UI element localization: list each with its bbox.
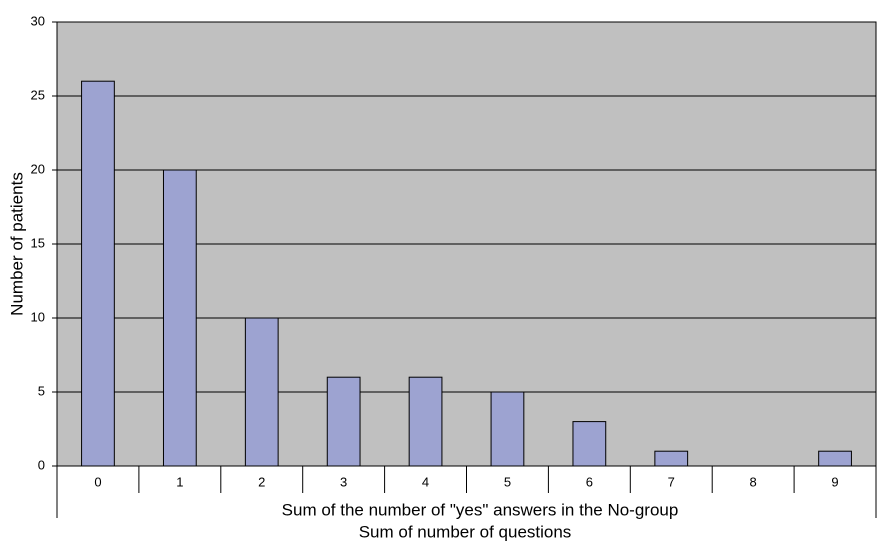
x-tick-label: 1 bbox=[176, 474, 183, 489]
y-tick-label: 20 bbox=[31, 161, 45, 176]
bar bbox=[654, 450, 689, 467]
x-axis-title: Sum of the number of "yes" answers in th… bbox=[282, 500, 679, 519]
bar bbox=[162, 169, 197, 467]
y-axis-title: Number of patients bbox=[7, 172, 26, 316]
x-tick-label: 6 bbox=[586, 474, 593, 489]
x-tick-label: 2 bbox=[258, 474, 265, 489]
y-tick-label: 25 bbox=[31, 87, 45, 102]
y-tick-label: 5 bbox=[38, 383, 45, 398]
bar bbox=[81, 80, 115, 467]
bar bbox=[572, 421, 607, 467]
bar bbox=[244, 317, 279, 467]
y-tick-label: 0 bbox=[38, 457, 45, 472]
x-tick-label: 0 bbox=[94, 474, 101, 489]
y-tick-label: 30 bbox=[31, 13, 45, 28]
x-tick-label: 4 bbox=[422, 474, 429, 489]
bar bbox=[326, 376, 361, 467]
y-tick-label: 15 bbox=[31, 235, 45, 250]
bar bbox=[818, 450, 852, 467]
x-tick-label: 5 bbox=[504, 474, 511, 489]
x-tick-label: 7 bbox=[668, 474, 675, 489]
bar bbox=[408, 376, 443, 467]
bar bbox=[490, 391, 525, 467]
y-tick-label: 10 bbox=[31, 309, 45, 324]
x-axis-title: Sum of number of questions bbox=[359, 522, 572, 541]
x-tick-label: 8 bbox=[750, 474, 757, 489]
x-tick-label: 3 bbox=[340, 474, 347, 489]
x-tick-label: 9 bbox=[831, 474, 838, 489]
